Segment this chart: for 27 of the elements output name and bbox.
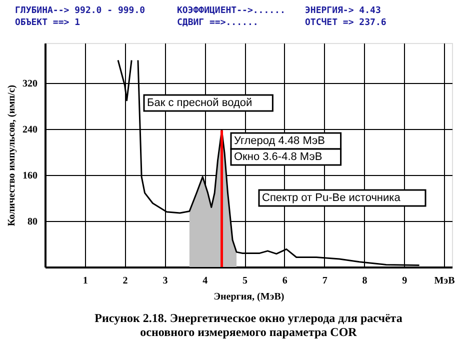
x-tick-label: МэВ [434,276,456,286]
annotation: Окно 3.6-4.8 МэВ [234,151,322,163]
y-tick-label: 80 [28,216,38,228]
text: ЭНЕРГИЯ-> 4.43 [305,6,381,16]
y-tick-label: 240 [22,124,38,136]
text: Рисунок 2.18. Энергетическое окно углерода для расчёта основного измеряемого параметра COR [94,311,402,339]
x-tick-label: 1 [82,276,88,286]
text: ОБЪЕКТ ==> 1 [15,18,80,28]
x-tick-label: 9 [402,276,408,286]
x-axis-title: Энергия, (МэВ) [214,292,284,302]
text: ОТСЧЕТ => 237.6 [305,18,386,28]
annotation: Бак с пресной водой [147,97,252,109]
y-axis-title: Количество импульсов, (имп/с) [6,84,18,226]
x-tick-label: 7 [322,276,328,286]
text: СДВИГ ==>...... [177,18,258,28]
x-tick-label: 8 [362,276,368,286]
x-tick-label: 5 [242,276,248,286]
x-tick-label: 6 [282,276,288,286]
x-tick-label: 4 [202,276,208,286]
x-tick-label: 3 [162,276,168,286]
text: КОЭФФИЦИЕНТ-->...... [177,6,286,16]
text: ГЛУБИНА--> 992.0 - 999.0 [15,6,146,16]
x-tick-label: 2 [122,276,128,286]
annotation: Углерод 4.48 МэВ [234,135,325,147]
annotation: Спектр от Pu-Be источника [262,192,402,204]
y-tick-label: 320 [22,78,38,90]
y-tick-label: 160 [22,170,38,182]
